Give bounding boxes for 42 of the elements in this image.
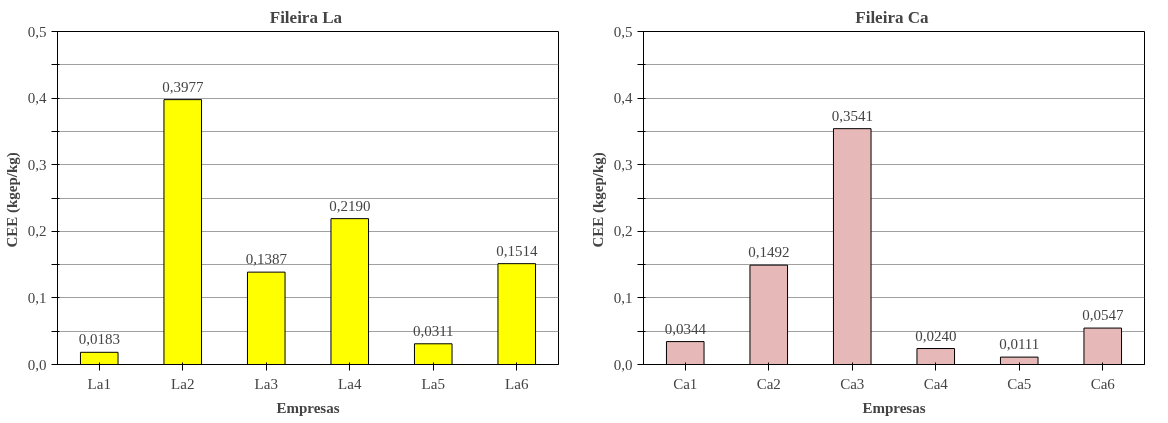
x-tick-label: La5: [421, 375, 445, 392]
data-label: 0,0344: [664, 320, 707, 337]
x-tick-label: La3: [254, 375, 278, 392]
y-tick-label: 0,2: [613, 223, 633, 240]
y-tick-label: 0,1: [613, 289, 633, 306]
x-tick-label: La2: [171, 375, 195, 392]
y-tick-label: 0,3: [27, 156, 47, 173]
x-tick-label: Ca1: [673, 375, 698, 392]
data-label: 0,3977: [162, 78, 204, 95]
y-tick-label: 0,4: [27, 90, 47, 107]
y-tick-label: 0,0: [27, 356, 47, 373]
y-tick-label: 0,5: [613, 23, 633, 40]
y-tick-label: 0,3: [613, 156, 633, 173]
y-tick-label: 0,2: [27, 223, 47, 240]
data-label: 0,1492: [748, 244, 790, 261]
x-tick-label: Ca6: [1090, 375, 1116, 392]
y-axis-title: CEE (kgep/kg): [589, 152, 607, 248]
x-tick-label: La4: [338, 375, 362, 392]
data-label: 0,0183: [78, 331, 120, 348]
data-label: 0,3541: [831, 107, 873, 124]
y-axis-title: CEE (kgep/kg): [3, 152, 21, 248]
x-axis-title: Empresas: [862, 399, 926, 416]
y-tick-label: 0,5: [27, 23, 47, 40]
data-label: 0,0111: [999, 336, 1040, 353]
x-tick-label: Ca4: [923, 375, 949, 392]
data-label: 0,0547: [1082, 307, 1124, 324]
y-tick-label: 0,0: [613, 356, 633, 373]
data-label: 0,0240: [915, 327, 957, 344]
data-label: 0,1514: [496, 242, 538, 259]
y-tick-label: 0,1: [27, 289, 47, 306]
chart-title: Fileira Ca: [855, 7, 929, 27]
x-tick-label: Ca5: [1007, 375, 1032, 392]
x-tick-label: La6: [505, 375, 529, 392]
x-tick-label: La1: [87, 375, 111, 392]
data-label: 0,1387: [245, 251, 288, 268]
y-tick-label: 0,4: [613, 90, 633, 107]
x-axis-title: Empresas: [276, 399, 340, 416]
x-tick-label: Ca3: [840, 375, 865, 392]
x-tick-label: Ca2: [756, 375, 781, 392]
chart-title: Fileira La: [269, 7, 343, 27]
data-label: 0,2190: [329, 197, 371, 214]
data-label: 0,0311: [412, 322, 454, 339]
